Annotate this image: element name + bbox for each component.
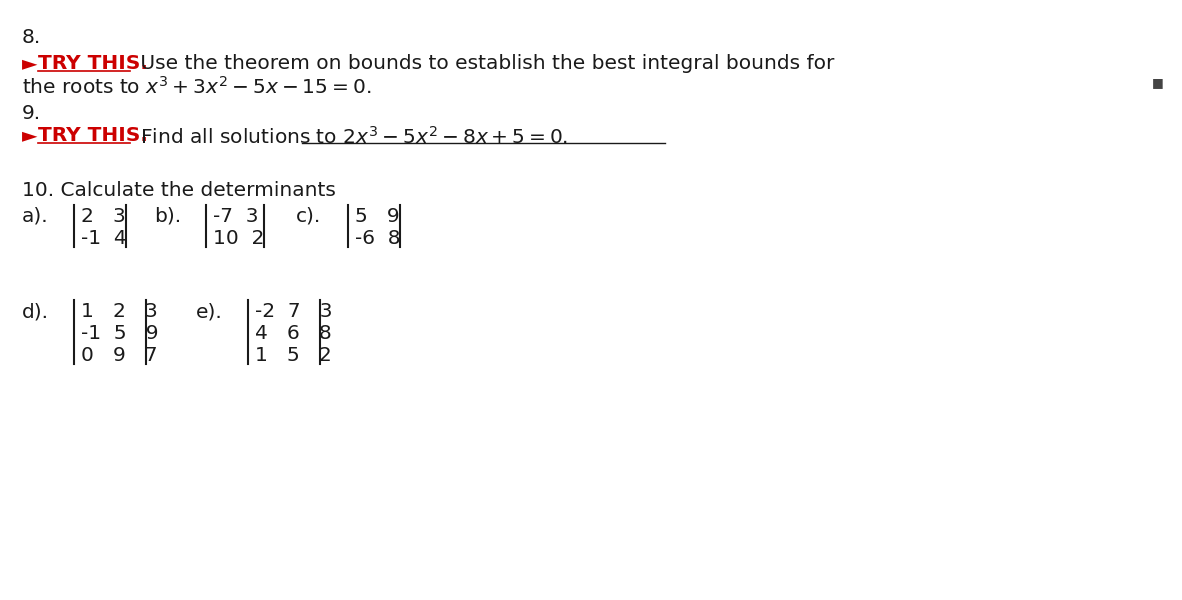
Text: ►: ► [22,126,38,145]
Text: 2   3: 2 3 [82,207,125,226]
Text: -1  4: -1 4 [82,229,126,248]
Text: e).: e). [196,302,222,321]
Text: c).: c). [296,207,322,226]
Text: 4   6   8: 4 6 8 [255,324,332,343]
Text: 1   5   2: 1 5 2 [255,346,332,365]
Text: -6  8: -6 8 [355,229,401,248]
Text: Find all solutions to $2x^3 - 5x^2 - 8x + 5 = 0.$: Find all solutions to $2x^3 - 5x^2 - 8x … [134,126,569,148]
Text: 5   9: 5 9 [355,207,400,226]
Text: 10  2: 10 2 [213,229,265,248]
Text: Use the theorem on bounds to establish the best integral bounds for: Use the theorem on bounds to establish t… [134,54,834,73]
Text: ■: ■ [1152,76,1164,89]
Text: 9.: 9. [22,104,41,123]
Text: 8.: 8. [22,28,41,47]
Text: a).: a). [22,207,48,226]
Text: TRY THIS.: TRY THIS. [38,126,148,145]
Text: -1  5   9: -1 5 9 [82,324,158,343]
Text: b).: b). [154,207,181,226]
Text: 1   2   3: 1 2 3 [82,302,157,321]
Text: 10. Calculate the determinants: 10. Calculate the determinants [22,181,336,200]
Text: the roots to $x^3 + 3x^2 - 5x - 15 = 0.$: the roots to $x^3 + 3x^2 - 5x - 15 = 0.$ [22,76,371,98]
Text: TRY THIS.: TRY THIS. [38,54,148,73]
Text: -2  7   3: -2 7 3 [255,302,332,321]
Text: ►: ► [22,54,38,73]
Text: d).: d). [22,302,48,321]
Text: 0   9   7: 0 9 7 [82,346,157,365]
Text: -7  3: -7 3 [213,207,259,226]
